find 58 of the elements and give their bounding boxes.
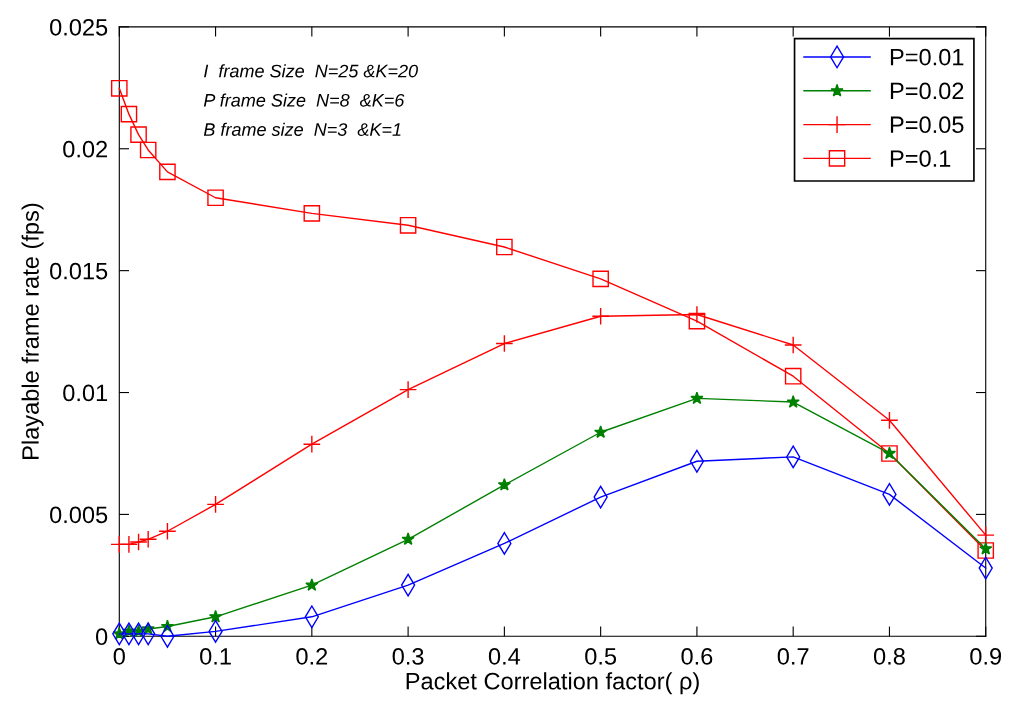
point xyxy=(130,126,147,143)
legend-label: P=0.1 xyxy=(890,150,951,167)
point xyxy=(206,495,225,514)
point xyxy=(786,395,800,408)
annotation: B frame size N=3 &K=1 xyxy=(203,122,401,136)
point xyxy=(979,541,993,555)
point xyxy=(592,270,609,288)
point xyxy=(129,532,148,551)
y-tick-label: 0.01 xyxy=(63,384,108,402)
point xyxy=(303,205,321,222)
point xyxy=(305,578,319,591)
point xyxy=(784,335,803,355)
point xyxy=(158,522,177,541)
point xyxy=(302,435,321,454)
legend-label: P=0.01 xyxy=(890,48,964,66)
x-tick-label: 0 xyxy=(113,648,125,665)
x-tick-label: 0.3 xyxy=(392,648,424,665)
x-tick-label: 0.7 xyxy=(777,648,809,665)
x-tick-label: 0.9 xyxy=(970,648,1002,665)
point xyxy=(120,105,138,123)
point xyxy=(159,163,176,181)
y-tick-label: 0.005 xyxy=(50,506,108,524)
point xyxy=(977,542,995,559)
point xyxy=(139,530,158,549)
y-tick-label: 0 xyxy=(95,628,108,646)
x-tick-label: 0.2 xyxy=(296,648,328,665)
point xyxy=(110,79,128,97)
x-tick-label: 0.8 xyxy=(873,648,905,665)
x-axis-title: Packet Correlation factor( ρ) xyxy=(406,672,699,695)
point xyxy=(687,305,706,324)
point xyxy=(399,380,418,399)
point xyxy=(139,141,157,159)
y-tick-label: 0.015 xyxy=(50,262,108,280)
point xyxy=(207,189,224,207)
annotation: I frame Size N=25 &K=20 xyxy=(204,64,418,78)
x-tick-label: 0.5 xyxy=(585,648,617,665)
legend-label: P=0.02 xyxy=(890,82,964,100)
point xyxy=(591,307,610,326)
point xyxy=(496,238,513,256)
point xyxy=(208,609,223,623)
point xyxy=(690,391,704,405)
point xyxy=(594,425,608,439)
y-tick-label: 0.02 xyxy=(63,140,108,158)
point xyxy=(399,216,417,234)
point xyxy=(497,477,512,491)
point xyxy=(976,526,995,545)
annotation: P frame Size N=8 &K=6 xyxy=(203,93,405,107)
x-tick-label: 0.4 xyxy=(488,648,521,665)
x-tick-label: 0.1 xyxy=(200,648,231,665)
point xyxy=(784,367,802,385)
point xyxy=(495,334,514,353)
y-tick-label: 0.025 xyxy=(50,18,108,36)
point xyxy=(688,312,706,330)
y-axis-title: Playable frame rate (fps) xyxy=(21,203,44,459)
x-tick-label: 0.6 xyxy=(681,648,713,665)
legend-label: P=0.05 xyxy=(890,116,964,134)
point xyxy=(401,532,415,546)
point xyxy=(880,411,899,430)
